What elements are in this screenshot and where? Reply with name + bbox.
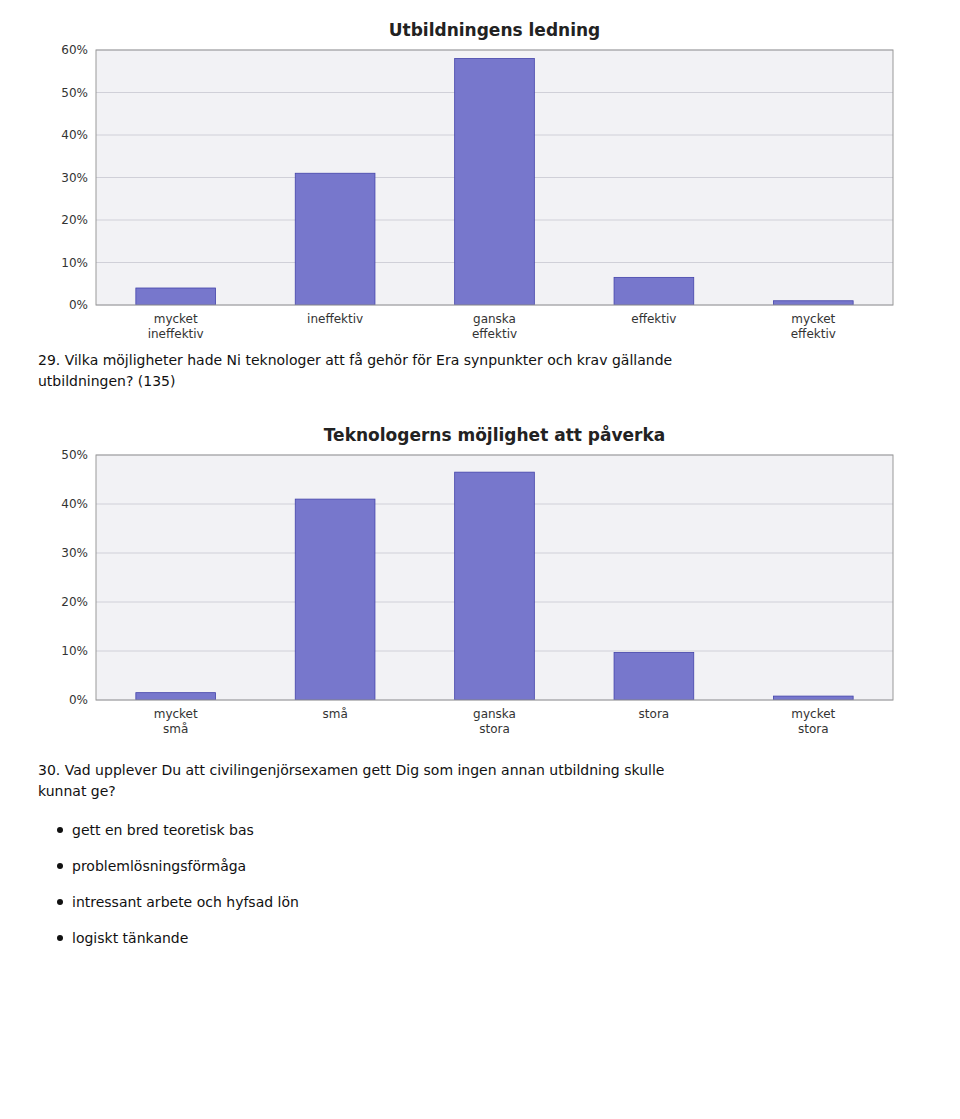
y-tick-label: 10%: [61, 256, 88, 270]
page-svg: Utbildningens ledning 0% 10% 20% 30% 40% 50% 60…: [0, 0, 960, 1119]
bars: [136, 59, 853, 306]
x-tick-label: ineffektiv: [307, 312, 363, 326]
bar: [136, 693, 216, 700]
bullet-text: problemlösningsförmåga: [72, 858, 246, 874]
x-tick-label: ganskastora: [473, 707, 516, 736]
bullet-dot: [57, 899, 63, 905]
question-text: 30. Vad upplever Du att civilingenjörsex…: [38, 762, 664, 778]
question-text: 29. Vilka möjligheter hade Ni teknologer…: [38, 352, 672, 368]
chart-title: Teknologerns möjlighet att påverka: [324, 424, 665, 445]
bullet-text: gett en bred teoretisk bas: [72, 822, 254, 838]
bar: [455, 59, 535, 306]
bar: [136, 288, 216, 305]
x-tick-label: ganskaeffektiv: [472, 312, 517, 341]
x-tick-label: mycketsmå: [154, 707, 198, 736]
y-tick-label: 50%: [61, 448, 88, 462]
question-text: kunnat ge?: [38, 783, 116, 799]
bar: [773, 301, 853, 305]
bar-chart: Utbildningens ledning 0% 10% 20% 30% 40% 50% 60…: [61, 20, 893, 341]
y-tick-label: 50%: [61, 86, 88, 100]
y-tick-label: 0%: [69, 298, 88, 312]
chart-title: Utbildningens ledning: [389, 20, 601, 40]
plot-frame: [96, 50, 893, 305]
question-text: utbildningen? (135): [38, 373, 175, 389]
y-tick-label: 20%: [61, 213, 88, 227]
bar: [295, 173, 375, 305]
y-tick-label: 40%: [61, 128, 88, 142]
x-tick-label: mycketstora: [791, 707, 835, 736]
page: Utbildningens ledning 0% 10% 20% 30% 40% 50% 60…: [0, 0, 960, 1119]
bullet-dot: [57, 827, 63, 833]
y-tick-label: 20%: [61, 595, 88, 609]
x-tick-label: små: [322, 707, 347, 721]
bullet-dot: [57, 935, 63, 941]
y-tick-label: 30%: [61, 546, 88, 560]
bar: [295, 499, 375, 700]
y-tick-label: 0%: [69, 693, 88, 707]
bar: [614, 277, 694, 305]
x-tick-label: effektiv: [631, 312, 676, 326]
plot-background: [96, 455, 893, 700]
bar-chart: Teknologerns möjlighet att påverka 0% 10% 2…: [61, 424, 893, 736]
x-tick-label: mycketeffektiv: [791, 312, 836, 341]
bar: [773, 696, 853, 700]
x-tick-label: mycketineffektiv: [148, 312, 204, 341]
bars: [136, 472, 853, 700]
bullet-text: intressant arbete och hyfsad lön: [72, 894, 299, 910]
plot-background: [96, 50, 893, 305]
bullet-dot: [57, 863, 63, 869]
x-tick-label: stora: [639, 707, 670, 721]
bullet-text: logiskt tänkande: [72, 930, 188, 946]
y-tick-label: 30%: [61, 171, 88, 185]
bar: [455, 472, 535, 700]
y-tick-label: 60%: [61, 43, 88, 57]
y-tick-label: 10%: [61, 644, 88, 658]
bar: [614, 652, 694, 700]
y-tick-label: 40%: [61, 497, 88, 511]
plot-frame: [96, 455, 893, 700]
